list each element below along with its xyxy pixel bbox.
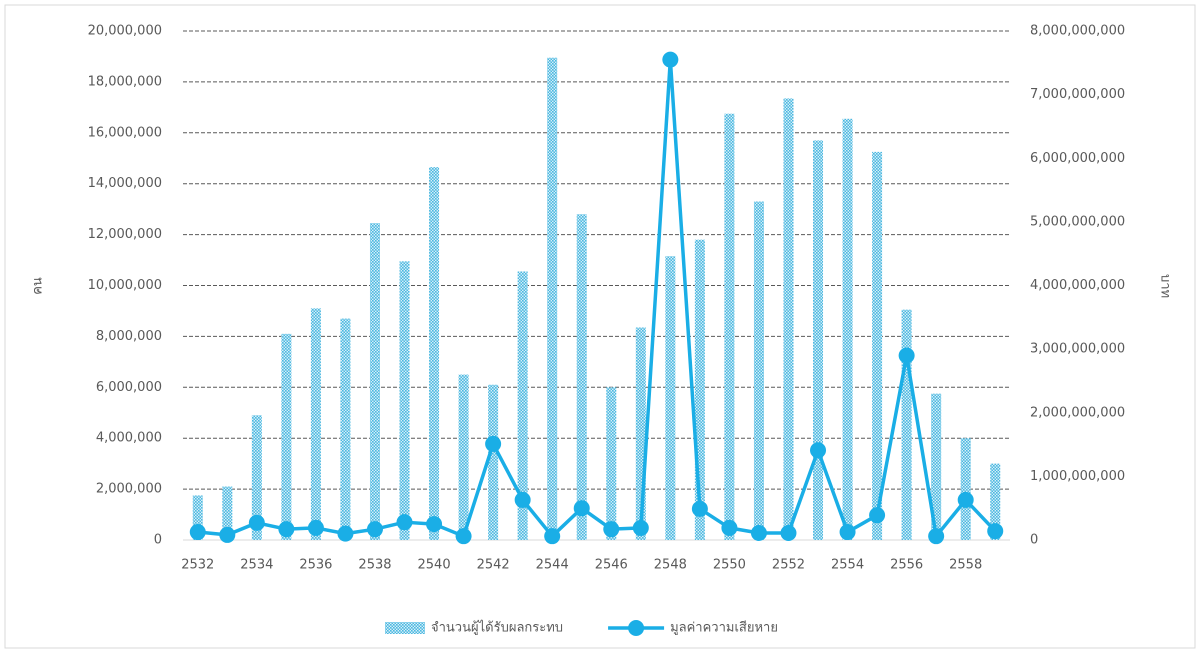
line-point [485,435,502,452]
bar [783,98,794,540]
y-tick-label: 12,000,000 [88,227,162,242]
x-tick-label: 2534 [240,558,273,573]
x-tick-label: 2556 [890,558,923,573]
line-point [603,521,620,538]
line-point [337,525,354,542]
line-point [810,442,827,459]
bar [694,239,705,540]
legend-swatch [628,620,645,636]
line-point [928,528,945,545]
x-tick-label: 2542 [477,558,510,573]
y-tick-label: 4,000,000 [96,431,162,446]
legend-label: จำนวนผู้ได้รับผลกระทบ [431,620,563,636]
bar [192,495,203,540]
bar [813,140,824,540]
y-tick-label: 10,000,000 [88,278,162,293]
bar [635,327,646,540]
bar [547,57,558,540]
x-tick-label: 2548 [654,558,687,573]
line-point [455,528,472,545]
line-point [721,519,738,536]
line-point [514,491,531,508]
bar [399,261,410,540]
y-tick-label: 18,000,000 [88,74,162,89]
y2-tick-label: 4,000,000,000 [1030,278,1125,293]
x-tick-label: 2550 [713,558,746,573]
x-tick-label: 2554 [831,558,864,573]
y-tick-label: 16,000,000 [88,125,162,140]
y-tick-label: 20,000,000 [88,24,162,39]
y-tick-label: 8,000,000 [96,329,162,344]
x-tick-label: 2536 [299,558,332,573]
line-point [396,514,413,531]
y2-tick-label: 3,000,000,000 [1030,342,1125,357]
y-tick-label: 14,000,000 [88,176,162,191]
bar [665,256,676,540]
line-point [573,500,590,517]
y-tick-label: 0 [154,533,162,548]
bar [340,318,351,540]
line-point [780,525,797,542]
line-point [691,500,708,517]
bar [724,113,735,541]
line-point [839,524,856,541]
line-point [632,519,649,536]
x-tick-label: 2538 [358,558,391,573]
bar [990,463,1001,540]
bar [251,415,262,540]
bar [576,214,587,541]
bar [753,201,764,540]
x-tick-label: 2540 [418,558,451,573]
line-point [750,525,767,542]
y2-tick-label: 5,000,000,000 [1030,214,1125,229]
bar [931,393,942,540]
bar [606,387,617,540]
y2-tick-label: 2,000,000,000 [1030,405,1125,420]
legend-swatch [385,622,425,634]
bar [901,309,912,540]
x-tick-label: 2552 [772,558,805,573]
x-tick-label: 2532 [181,558,214,573]
bar [310,308,321,540]
x-tick-label: 2546 [595,558,628,573]
line-point [248,514,265,531]
y-tick-label: 6,000,000 [96,380,162,395]
bar [458,374,469,540]
y2-tick-label: 0 [1030,533,1038,548]
y2-tick-label: 7,000,000,000 [1030,87,1125,102]
y2-tick-label: 6,000,000,000 [1030,151,1125,166]
line-point [987,523,1004,540]
x-tick-label: 2544 [536,558,569,573]
bar [281,333,292,540]
line-point [898,347,915,364]
bar [488,384,499,540]
y-axis-label: คน [31,277,46,295]
line-point [662,51,679,68]
line-point [426,516,443,533]
line-point [219,526,236,543]
line-point [307,519,324,536]
y2-tick-label: 1,000,000,000 [1030,469,1125,484]
legend-label: มูลค่าความเสียหาย [670,620,778,636]
bar [369,223,380,540]
bar [872,151,883,540]
y-tick-label: 2,000,000 [96,482,162,497]
line-point [278,521,295,538]
bar [842,118,853,541]
line-point [189,524,206,541]
bar [222,486,233,540]
y2-axis-label: บาท [1158,274,1173,298]
line-point [544,528,561,545]
line-point [957,491,974,508]
chart-border [4,4,1196,649]
bar [429,167,440,540]
line [197,57,997,538]
bar [517,271,528,540]
bar [960,438,971,540]
y2-tick-label: 8,000,000,000 [1030,24,1125,39]
x-tick-label: 2558 [949,558,982,573]
line-point [869,507,886,524]
line-point [366,521,383,538]
